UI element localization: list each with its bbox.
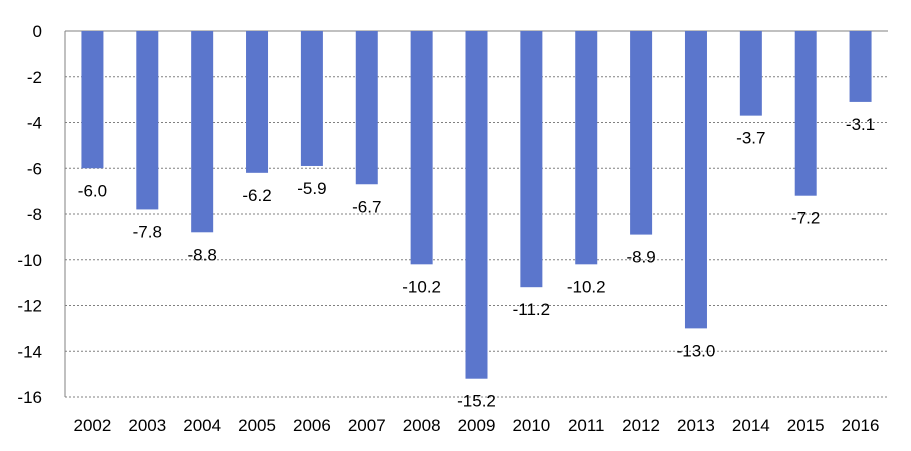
x-tick-label: 2002	[74, 416, 112, 435]
y-tick-label: -16	[17, 388, 42, 407]
x-tick-label: 2012	[622, 416, 660, 435]
x-tick-label: 2015	[787, 416, 825, 435]
bars	[81, 31, 872, 379]
x-tick-labels: 2002 2003 2004 2005 2006 2007 2008 2009 2010 2011…	[74, 416, 880, 435]
data-label: -15.2	[457, 392, 496, 411]
x-tick-label: 2008	[403, 416, 441, 435]
data-label: -11.2	[513, 300, 551, 319]
x-tick-label: 2005	[238, 416, 276, 435]
data-label: -10.2	[402, 277, 441, 296]
y-tick-label: -2	[27, 68, 42, 87]
data-label: -6.7	[352, 197, 381, 216]
data-label: -3.1	[846, 115, 875, 134]
bar-2011	[575, 31, 598, 265]
bar-2007	[355, 31, 378, 185]
y-tick-label: -4	[27, 114, 42, 133]
x-tick-label: 2003	[128, 416, 166, 435]
data-label: -3.7	[736, 129, 765, 148]
data-label: -7.8	[133, 222, 162, 241]
bar-2009	[465, 31, 488, 379]
x-tick-label: 2014	[732, 416, 770, 435]
data-label: -13.0	[677, 341, 716, 360]
data-label: -8.9	[626, 248, 655, 267]
bar-2015	[794, 31, 817, 196]
bar-2014	[739, 31, 762, 116]
x-tick-label: 2009	[458, 416, 496, 435]
data-label: -7.2	[791, 209, 820, 228]
data-label: -5.9	[297, 179, 326, 198]
y-tick-label: -8	[27, 205, 42, 224]
bar-2004	[191, 31, 214, 233]
bar-2010	[520, 31, 543, 288]
bar-2005	[246, 31, 269, 173]
data-labels: -6.0-7.8-8.8-6.2 -5.9-6.7-10.2-15.2-11.2-…	[78, 115, 875, 411]
bar-2008	[410, 31, 433, 265]
x-tick-label: 2010	[512, 416, 550, 435]
data-label: -6.2	[242, 186, 271, 205]
data-label: -10.2	[567, 277, 606, 296]
bar-2002	[81, 31, 104, 169]
data-label: -8.8	[188, 245, 217, 264]
y-tick-label: 0	[33, 22, 42, 41]
x-tick-label: 2013	[677, 416, 715, 435]
y-tick-labels: 0 -2 -4 -6 -8 -10 -12 -14 -16	[17, 22, 42, 407]
y-tick-label: -10	[17, 251, 42, 270]
bar-2003	[136, 31, 159, 210]
bar-2016	[849, 31, 872, 102]
x-tick-label: 2011	[568, 416, 605, 435]
bar-2012	[630, 31, 653, 235]
data-label: -6.0	[78, 181, 107, 200]
x-tick-label: 2007	[348, 416, 386, 435]
y-tick-label: -12	[17, 297, 42, 316]
bar-2006	[300, 31, 323, 166]
x-tick-label: 2016	[842, 416, 880, 435]
bar-2013	[684, 31, 707, 329]
x-tick-label: 2004	[183, 416, 221, 435]
y-tick-label: -6	[27, 159, 42, 178]
x-tick-label: 2006	[293, 416, 331, 435]
y-tick-label: -14	[17, 342, 42, 361]
